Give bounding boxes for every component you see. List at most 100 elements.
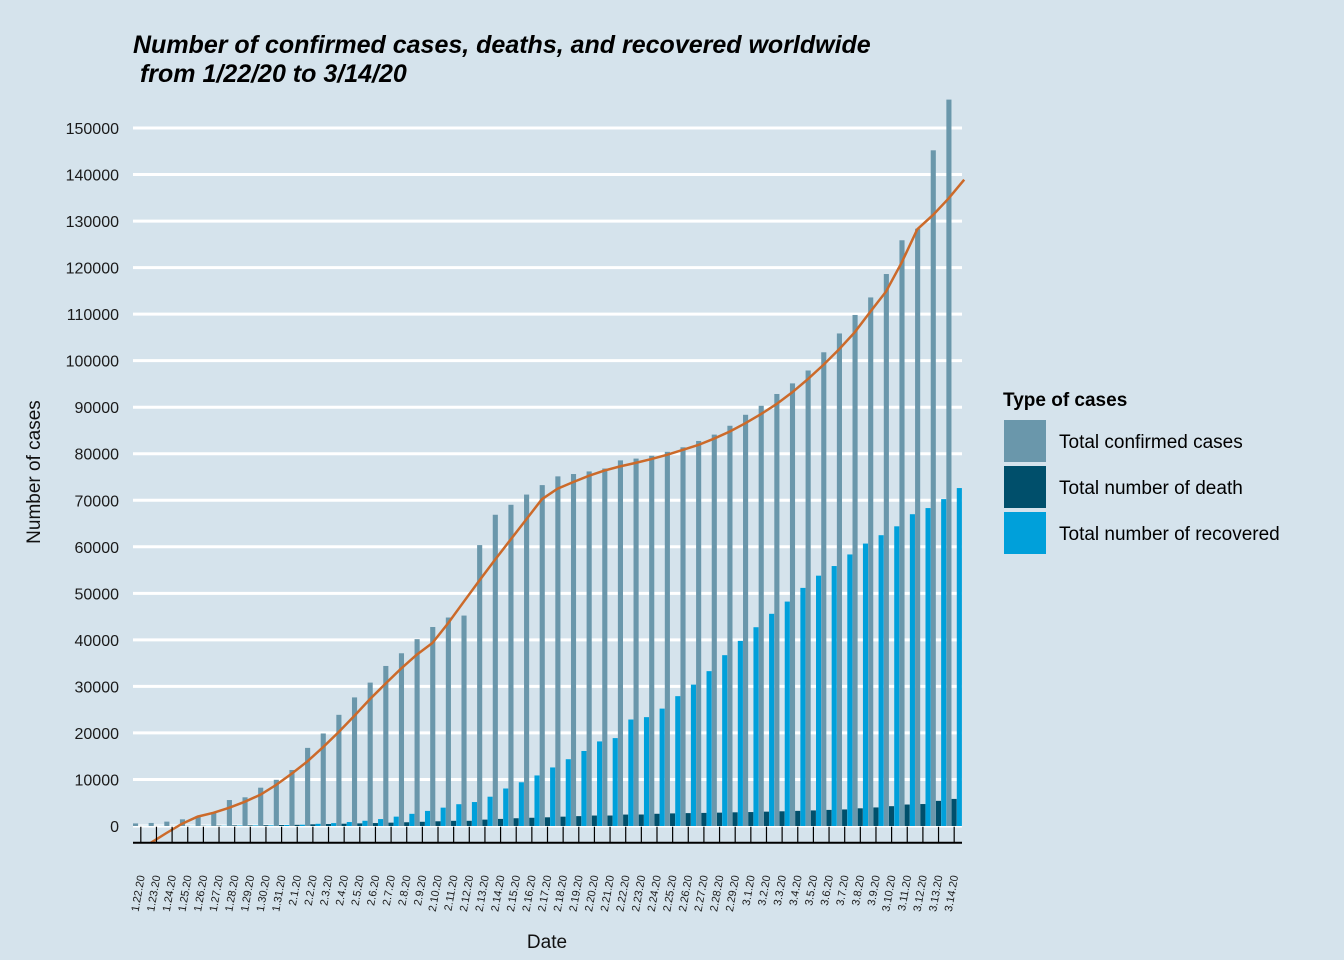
bar-total-number-of-death: [607, 815, 613, 826]
bar-total-number-of-death: [482, 819, 488, 826]
bar-total-number-of-death: [873, 807, 879, 826]
bar-total-confirmed-cases: [617, 460, 623, 826]
bar-total-confirmed-cases: [383, 665, 389, 826]
bar-total-number-of-death: [591, 815, 597, 826]
bar-total-number-of-recovered: [597, 741, 603, 826]
x-tick-label: 2.7.20: [381, 874, 398, 906]
bar-total-confirmed-cases: [836, 333, 842, 826]
bar-total-confirmed-cases: [430, 627, 436, 826]
bar-total-number-of-recovered: [909, 514, 915, 826]
bar-total-confirmed-cases: [868, 297, 874, 826]
bar-total-confirmed-cases: [852, 314, 858, 826]
chart-title: Number of confirmed cases, deaths, and r…: [133, 31, 871, 59]
bar-total-number-of-recovered: [284, 824, 290, 826]
bar-total-confirmed-cases: [211, 812, 217, 826]
bar-total-number-of-death: [732, 812, 738, 826]
x-tick-label: 2.2.20: [303, 874, 320, 906]
bar-total-confirmed-cases: [789, 383, 796, 826]
bar-total-number-of-recovered: [612, 738, 618, 826]
legend-swatch: [1004, 512, 1046, 554]
bar-total-number-of-death: [810, 810, 816, 826]
y-tick-label: 40000: [75, 633, 120, 650]
bar-total-confirmed-cases: [743, 414, 749, 826]
bar-total-confirmed-cases: [899, 240, 905, 827]
x-tick-label: 2.9.20: [412, 874, 429, 906]
bar-total-number-of-recovered: [299, 824, 305, 826]
bar-total-confirmed-cases: [367, 682, 373, 826]
bar-total-number-of-death: [576, 816, 582, 826]
bar-total-number-of-recovered: [769, 613, 775, 826]
bar-total-number-of-death: [795, 810, 801, 826]
bar-total-number-of-death: [419, 821, 425, 826]
chart-subtitle: from 1/22/20 to 3/14/20: [133, 60, 407, 88]
bar-total-number-of-recovered: [471, 802, 478, 826]
x-tick-label: 2.29.20: [724, 874, 742, 912]
x-tick-label: 3.2.20: [756, 874, 773, 906]
bar-total-number-of-recovered: [268, 825, 274, 826]
bar-total-confirmed-cases: [930, 150, 936, 826]
bar-total-number-of-recovered: [753, 627, 759, 826]
bar-total-confirmed-cases: [226, 800, 232, 826]
bar-total-number-of-death: [497, 818, 504, 826]
bar-total-number-of-death: [670, 813, 676, 826]
bar-total-number-of-death: [623, 814, 629, 826]
bar-total-number-of-death: [294, 824, 300, 826]
bar-total-confirmed-cases: [477, 545, 483, 826]
bar-total-number-of-recovered: [643, 717, 650, 826]
x-tick-label: 2.4.20: [334, 874, 351, 906]
bar-total-number-of-death: [357, 823, 363, 826]
x-axis-title: Date: [527, 932, 567, 953]
bar-total-number-of-death: [779, 811, 785, 826]
bar-total-number-of-death: [857, 808, 863, 826]
x-tick-label: 2.5.20: [350, 874, 367, 906]
bar-total-number-of-death: [716, 812, 723, 826]
bar-total-number-of-death: [341, 823, 347, 826]
bar-total-number-of-recovered: [659, 708, 665, 826]
bar-total-number-of-recovered: [862, 543, 869, 826]
x-tick-label: 3.3.20: [772, 874, 789, 906]
bar-total-number-of-death: [889, 806, 895, 826]
bar-total-confirmed-cases: [883, 274, 889, 826]
x-tick-label: 3.7.20: [835, 874, 852, 906]
legend-swatch: [1004, 420, 1046, 462]
bar-total-confirmed-cases: [258, 787, 264, 826]
bar-total-number-of-death: [842, 809, 848, 826]
x-tick-label: 3.6.20: [819, 874, 836, 906]
bar-total-number-of-recovered: [346, 822, 352, 826]
bar-total-number-of-recovered: [550, 767, 556, 826]
bar-total-number-of-recovered: [675, 696, 681, 826]
bar-total-number-of-recovered: [894, 526, 900, 826]
x-tick-label: 3.9.20: [866, 874, 883, 906]
y-tick-label: 30000: [75, 679, 120, 696]
legend-label: Total number of death: [1059, 478, 1243, 499]
y-tick-label: 100000: [66, 354, 119, 371]
bar-total-number-of-death: [278, 825, 285, 826]
bar-total-number-of-recovered: [315, 823, 321, 826]
y-tick-label: 70000: [75, 493, 120, 510]
bar-total-number-of-recovered: [784, 601, 790, 826]
bar-total-number-of-death: [560, 816, 566, 826]
bar-total-number-of-recovered: [800, 587, 806, 826]
bar-total-confirmed-cases: [539, 485, 545, 826]
bar-total-number-of-recovered: [378, 819, 384, 826]
bar-total-number-of-death: [232, 825, 238, 826]
y-tick-label: 150000: [66, 121, 119, 138]
bar-total-confirmed-cases: [508, 504, 514, 826]
bar-total-number-of-recovered: [690, 684, 696, 826]
bar-total-number-of-death: [310, 824, 316, 826]
x-tick-label: 3.4.20: [788, 874, 805, 906]
bar-total-confirmed-cases: [242, 797, 248, 826]
bar-total-number-of-death: [263, 825, 269, 826]
bar-total-number-of-recovered: [941, 499, 947, 826]
bar-total-confirmed-cases: [602, 468, 608, 826]
x-tick-label: 2.6.20: [365, 874, 382, 906]
y-tick-label: 90000: [75, 400, 120, 417]
x-tick-label: 2.1.20: [287, 874, 304, 906]
bar-total-number-of-recovered: [518, 782, 524, 826]
bar-total-confirmed-cases: [821, 352, 827, 826]
bar-total-confirmed-cases: [774, 393, 780, 826]
bar-total-number-of-death: [701, 812, 707, 826]
bar-total-confirmed-cases: [273, 779, 279, 826]
trend-line: [150, 178, 966, 844]
